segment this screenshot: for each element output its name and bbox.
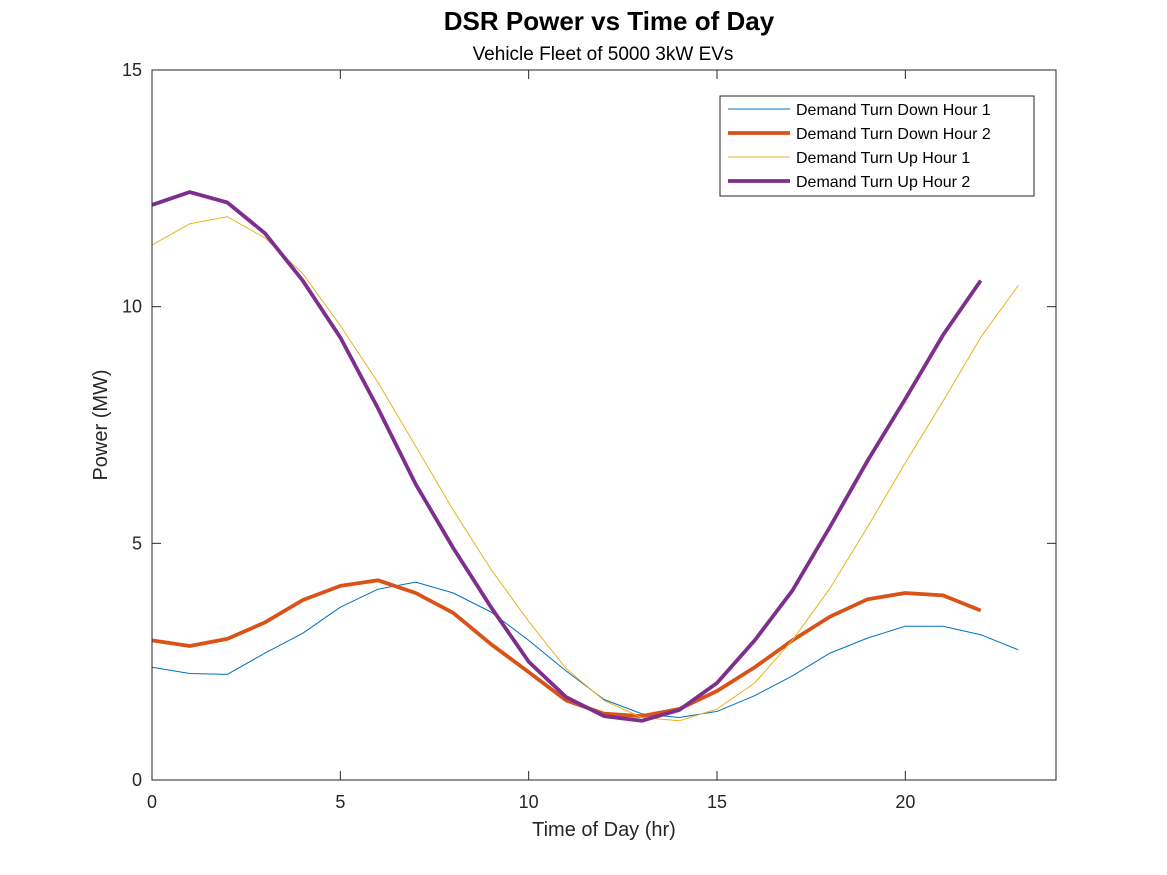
y-tick-label: 5 [132, 533, 142, 553]
x-axis-label: Time of Day (hr) [532, 819, 676, 841]
legend-label-3: Demand Turn Up Hour 1 [796, 150, 970, 167]
y-tick-label: 15 [122, 60, 142, 80]
ticks-layer: 0 5 10 15 20 0 5 10 15 [122, 60, 1056, 812]
legend: Demand Turn Down Hour 1 Demand Turn Down … [719, 95, 1035, 197]
x-tick-label: 5 [335, 792, 345, 812]
series-layer [151, 190, 1019, 723]
legend-label-1: Demand Turn Down Hour 1 [796, 102, 991, 119]
y-tick-label: 10 [122, 297, 142, 317]
legend-label-2: Demand Turn Down Hour 2 [796, 126, 991, 143]
plot-frame [151, 69, 1057, 781]
chart-subtitle: Vehicle Fleet of 5000 3kW EVs [473, 44, 734, 65]
y-tick-label: 0 [132, 770, 142, 790]
x-tick-label: 15 [707, 792, 727, 812]
series-line-3 [151, 216, 1019, 722]
y-axis-label: Power (MW) [90, 369, 112, 480]
chart-title: DSR Power vs Time of Day [444, 6, 775, 36]
legend-label-4: Demand Turn Up Hour 2 [796, 174, 970, 191]
x-tick-label: 0 [147, 792, 157, 812]
x-tick-label: 20 [895, 792, 915, 812]
series-line-2 [151, 578, 982, 718]
series-line-4 [151, 190, 983, 723]
x-tick-label: 10 [519, 792, 539, 812]
